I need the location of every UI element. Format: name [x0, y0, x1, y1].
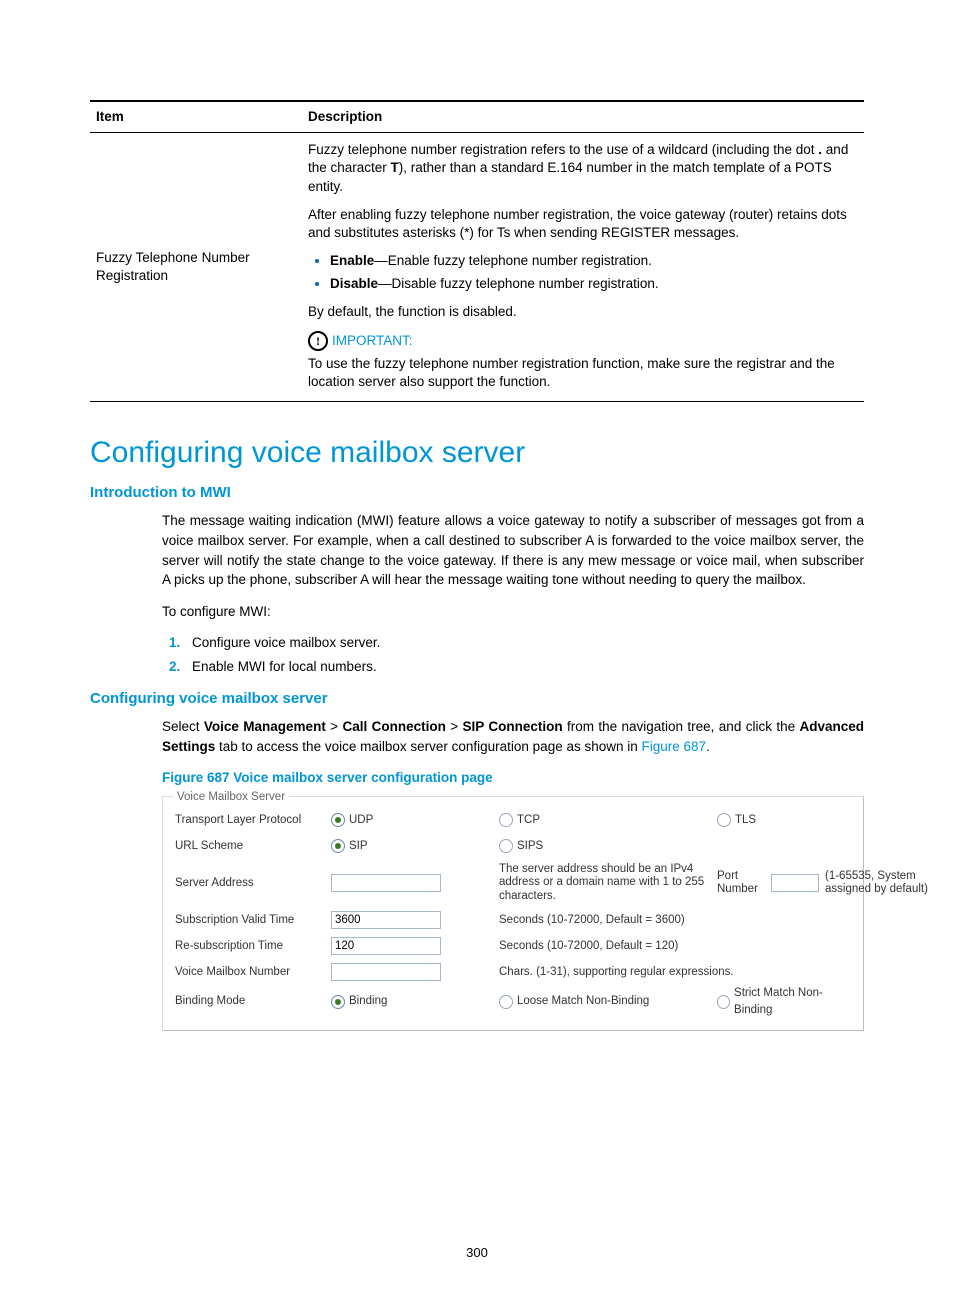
port-number-input[interactable]: [771, 874, 819, 892]
row-subscription-valid-time: Subscription Valid Time Seconds (10-7200…: [175, 907, 851, 933]
radio-sip[interactable]: SIP: [331, 838, 368, 855]
important-callout: ! IMPORTANT:: [308, 331, 858, 351]
item-description: Fuzzy telephone number registration refe…: [302, 133, 864, 402]
field-hint: Seconds (10-72000, Default = 120): [499, 938, 678, 955]
breadcrumb-item: Call Connection: [342, 719, 445, 734]
text: Fuzzy telephone number registration refe…: [308, 142, 818, 157]
panel-legend: Voice Mailbox Server: [173, 789, 289, 806]
desc-p4: To use the fuzzy telephone number regist…: [308, 355, 858, 391]
radio-label: TLS: [735, 812, 756, 829]
text: —Enable fuzzy telephone number registrat…: [374, 253, 652, 268]
figure-link[interactable]: Figure 687: [642, 739, 707, 754]
desc-p3: By default, the function is disabled.: [308, 303, 858, 321]
row-voice-mailbox-number: Voice Mailbox Number Chars. (1-31), supp…: [175, 959, 851, 985]
radio-label: Binding: [349, 993, 387, 1010]
list-item: Configure voice mailbox server.: [184, 633, 864, 653]
subscription-valid-time-input[interactable]: [331, 911, 441, 929]
row-transport-protocol: Transport Layer Protocol UDP TCP TLS: [175, 807, 851, 833]
document-page: Item Description Fuzzy Telephone Number …: [0, 0, 954, 1296]
row-resubscription-time: Re-subscription Time Seconds (10-72000, …: [175, 933, 851, 959]
text-bold: Disable: [330, 276, 378, 291]
text: tab to access the voice mailbox server c…: [215, 739, 641, 754]
text-bold: Enable: [330, 253, 374, 268]
field-label: Re-subscription Time: [175, 938, 323, 955]
radio-label: UDP: [349, 812, 373, 829]
radio-label: Loose Match Non-Binding: [517, 993, 649, 1010]
voice-mailbox-number-input[interactable]: [331, 963, 441, 981]
text-t: T: [391, 160, 399, 175]
port-label: Port Number: [717, 870, 765, 895]
text: Select: [162, 719, 204, 734]
field-label: Server Address: [175, 875, 323, 892]
text: .: [706, 739, 710, 754]
radio-tls[interactable]: TLS: [717, 812, 756, 829]
text: from the navigation tree, and click the: [563, 719, 800, 734]
table-row: Fuzzy Telephone Number Registration Fuzz…: [90, 133, 864, 402]
breadcrumb-item: Voice Management: [204, 719, 326, 734]
body-text: The message waiting indication (MWI) fea…: [162, 511, 864, 676]
radio-label: TCP: [517, 812, 540, 829]
field-label: Voice Mailbox Number: [175, 964, 323, 981]
radio-tcp[interactable]: TCP: [499, 812, 540, 829]
radio-loose-match[interactable]: Loose Match Non-Binding: [499, 993, 649, 1010]
radio-udp[interactable]: UDP: [331, 812, 373, 829]
body-text: Select Voice Management > Call Connectio…: [162, 717, 864, 1031]
text: —Disable fuzzy telephone number registra…: [378, 276, 659, 291]
subsection-heading-config: Configuring voice mailbox server: [90, 690, 864, 707]
field-label: URL Scheme: [175, 838, 323, 855]
radio-strict-match[interactable]: Strict Match Non-Binding: [717, 985, 851, 1018]
list-item: Disable—Disable fuzzy telephone number r…: [330, 275, 858, 293]
row-url-scheme: URL Scheme SIP SIPS: [175, 833, 851, 859]
paragraph: To configure MWI:: [162, 602, 864, 622]
spec-table: Item Description Fuzzy Telephone Number …: [90, 100, 864, 402]
radio-label: SIPS: [517, 838, 543, 855]
server-address-input[interactable]: [331, 874, 441, 892]
page-number: 300: [0, 1245, 954, 1260]
radio-label: Strict Match Non-Binding: [734, 985, 851, 1018]
list-item: Enable MWI for local numbers.: [184, 657, 864, 677]
important-label: IMPORTANT:: [332, 332, 413, 350]
important-icon: !: [308, 331, 328, 351]
list-item: Enable—Enable fuzzy telephone number reg…: [330, 252, 858, 270]
subsection-heading-mwi: Introduction to MWI: [90, 484, 864, 501]
nav-instructions: Select Voice Management > Call Connectio…: [162, 717, 864, 756]
item-name: Fuzzy Telephone Number Registration: [90, 133, 302, 402]
field-hint: Seconds (10-72000, Default = 3600): [499, 912, 685, 929]
th-description: Description: [302, 101, 864, 133]
th-item: Item: [90, 101, 302, 133]
steps-list: Configure voice mailbox server. Enable M…: [162, 633, 864, 676]
desc-p1: Fuzzy telephone number registration refe…: [308, 141, 858, 196]
row-binding-mode: Binding Mode Binding Loose Match Non-Bin…: [175, 985, 851, 1018]
breadcrumb-item: SIP Connection: [462, 719, 562, 734]
paragraph: The message waiting indication (MWI) fea…: [162, 511, 864, 589]
field-label: Binding Mode: [175, 993, 323, 1010]
resubscription-time-input[interactable]: [331, 937, 441, 955]
field-hint: Chars. (1-31), supporting regular expres…: [499, 964, 734, 981]
desc-p2: After enabling fuzzy telephone number re…: [308, 206, 858, 242]
field-hint: The server address should be an IPv4 add…: [499, 863, 709, 903]
row-server-address: Server Address The server address should…: [175, 859, 851, 907]
figure-caption: Figure 687 Voice mailbox server configur…: [162, 768, 864, 788]
radio-sips[interactable]: SIPS: [499, 838, 543, 855]
radio-label: SIP: [349, 838, 368, 855]
port-hint: (1-65535, System assigned by default): [825, 870, 935, 895]
field-label: Transport Layer Protocol: [175, 812, 323, 829]
voice-mailbox-config-panel: Voice Mailbox Server Transport Layer Pro…: [162, 796, 864, 1031]
field-label: Subscription Valid Time: [175, 912, 323, 929]
desc-bullets: Enable—Enable fuzzy telephone number reg…: [308, 252, 858, 292]
radio-binding[interactable]: Binding: [331, 993, 387, 1010]
section-heading: Configuring voice mailbox server: [90, 436, 864, 470]
